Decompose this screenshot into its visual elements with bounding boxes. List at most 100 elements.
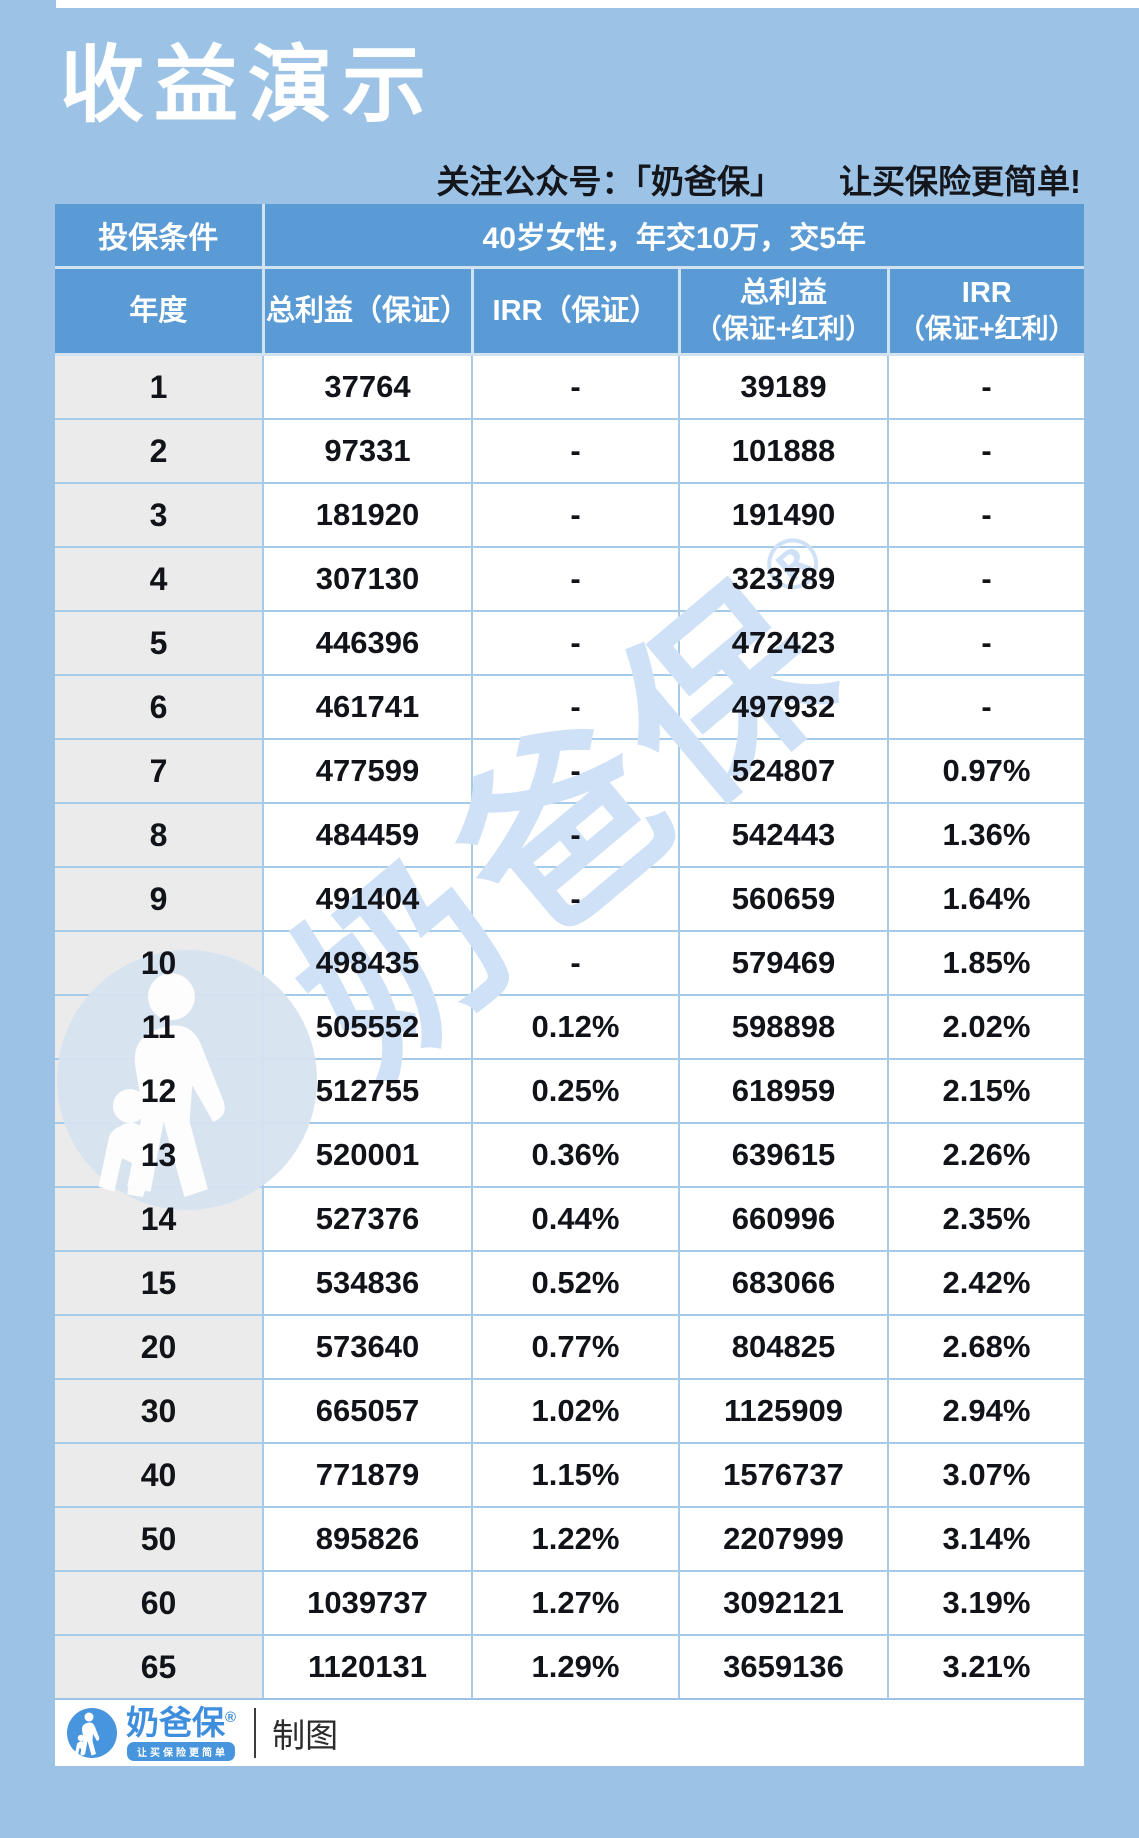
cell-value: 50 [140, 1520, 177, 1557]
cell-value: 0.52% [531, 1265, 620, 1300]
cell-value: 524807 [731, 753, 836, 788]
cell-value: 39189 [740, 369, 827, 404]
value-cell: 683066 [678, 1250, 889, 1316]
registered-mark-icon: ® [225, 1708, 237, 1726]
cell-value: - [981, 369, 992, 404]
brand-block: 奶爸保® 让买保险更简单 [126, 1706, 236, 1761]
cell-value: 97331 [324, 433, 411, 468]
value-cell: 771879 [262, 1442, 473, 1508]
cell-value: 497932 [731, 689, 836, 724]
cell-value: 446396 [315, 625, 420, 660]
cell-value: 11 [141, 1008, 176, 1045]
cell-value: 542443 [731, 817, 836, 852]
cell-value: 484459 [315, 817, 420, 852]
year-cell: 20 [55, 1314, 264, 1380]
table-row: 8 484459 - 542443 1.36% [55, 802, 1084, 868]
credit-label: 制图 [272, 1717, 339, 1754]
value-cell: 2.42% [887, 1250, 1084, 1316]
table-row: 1 37764 - 39189 - [55, 353, 1084, 420]
value-cell: 101888 [678, 418, 889, 484]
cell-value: 472423 [731, 625, 836, 660]
value-cell: 181920 [262, 482, 473, 548]
value-cell: - [887, 353, 1084, 420]
value-cell: 3659136 [678, 1634, 889, 1698]
year-cell: 2 [55, 418, 264, 484]
cell-value: 3.07% [942, 1457, 1031, 1492]
cell-value: 101888 [731, 433, 836, 468]
cell-value: - [570, 689, 581, 724]
table-row: 7 477599 - 524807 0.97% [55, 738, 1084, 804]
value-cell: 560659 [678, 866, 889, 932]
value-cell: 2.68% [887, 1314, 1084, 1380]
brand-tagline: 让买保险更简单 [127, 1741, 236, 1761]
cell-value: 0.44% [531, 1201, 620, 1236]
cell-value: 1125909 [724, 1393, 843, 1428]
cell-value: 1120131 [308, 1649, 427, 1684]
cell-value: 895826 [315, 1521, 420, 1556]
table-row: 65 1120131 1.29% 3659136 3.21% [55, 1634, 1084, 1698]
col-header-line2: （保证+红利） [897, 314, 1076, 345]
cell-value: - [570, 497, 581, 532]
value-cell: 497932 [678, 674, 889, 740]
value-cell: 3.07% [887, 1442, 1084, 1508]
year-cell: 5 [55, 610, 264, 676]
cell-value: 2.94% [942, 1393, 1031, 1428]
value-cell: 0.25% [471, 1058, 680, 1124]
cell-value: 3092121 [723, 1585, 844, 1620]
value-cell: 1576737 [678, 1442, 889, 1508]
value-cell: 1.02% [471, 1378, 680, 1444]
year-cell: 13 [55, 1122, 264, 1188]
value-cell: - [471, 353, 680, 420]
value-cell: 2.35% [887, 1186, 1084, 1252]
cell-value: 618959 [731, 1073, 836, 1108]
value-cell: 3.14% [887, 1506, 1084, 1572]
table-row: 14 527376 0.44% 660996 2.35% [55, 1186, 1084, 1252]
cell-value: 1.15% [531, 1457, 620, 1492]
value-cell: 461741 [262, 674, 473, 740]
subtitle-account: 关注公众号：「奶爸保」 [436, 163, 784, 200]
col-header-line1: 总利益 [739, 277, 827, 310]
value-cell: 1.29% [471, 1634, 680, 1698]
value-cell: 477599 [262, 738, 473, 804]
cell-value: 1.36% [942, 817, 1031, 852]
cell-value: - [981, 689, 992, 724]
cell-value: 5 [149, 624, 168, 661]
value-cell: - [887, 674, 1084, 740]
cell-value: - [981, 497, 992, 532]
table-row: 9 491404 - 560659 1.64% [55, 866, 1084, 932]
value-cell: 0.52% [471, 1250, 680, 1316]
table-row: 50 895826 1.22% 2207999 3.14% [55, 1506, 1084, 1572]
table-row: 30 665057 1.02% 1125909 2.94% [55, 1378, 1084, 1444]
col-header-total-with-bonus: 总利益 （保证+红利） [677, 266, 890, 356]
col-header-line2: （保证+红利） [694, 314, 873, 345]
cell-value: 2.35% [942, 1201, 1031, 1236]
table-row: 6 461741 - 497932 - [55, 674, 1084, 740]
value-cell: 1.64% [887, 866, 1084, 932]
table-row: 12 512755 0.25% 618959 2.15% [55, 1058, 1084, 1124]
cell-value: 2.15% [942, 1073, 1031, 1108]
cell-value: 191490 [731, 497, 836, 532]
cell-value: 307130 [315, 561, 420, 596]
cell-value: 2.26% [942, 1137, 1031, 1172]
cell-value: 1576737 [723, 1457, 844, 1492]
cell-value: 9 [149, 880, 168, 917]
cell-value: 1.64% [942, 881, 1031, 916]
value-cell: - [471, 674, 680, 740]
cell-value: 3659136 [723, 1649, 844, 1684]
col-header-total-guaranteed: 总利益（保证） [261, 266, 474, 356]
cell-value: 520001 [315, 1137, 420, 1172]
cell-value: 3.14% [942, 1521, 1031, 1556]
value-cell: 2.15% [887, 1058, 1084, 1124]
cell-value: 477599 [315, 753, 420, 788]
cell-value: - [981, 625, 992, 660]
cell-value: - [981, 433, 992, 468]
year-cell: 8 [55, 802, 264, 868]
subtitle: 关注公众号：「奶爸保」 让买保险更简单! [437, 155, 1082, 203]
value-cell: 542443 [678, 802, 889, 868]
year-cell: 10 [55, 930, 264, 996]
col-header-irr-with-bonus: IRR （保证+红利） [886, 266, 1084, 356]
column-header-row: 年度 总利益（保证） IRR（保证） 总利益 （保证+红利） IRR （保证+红… [55, 266, 1084, 356]
value-cell: 2207999 [678, 1506, 889, 1572]
cell-value: 491404 [315, 881, 420, 916]
